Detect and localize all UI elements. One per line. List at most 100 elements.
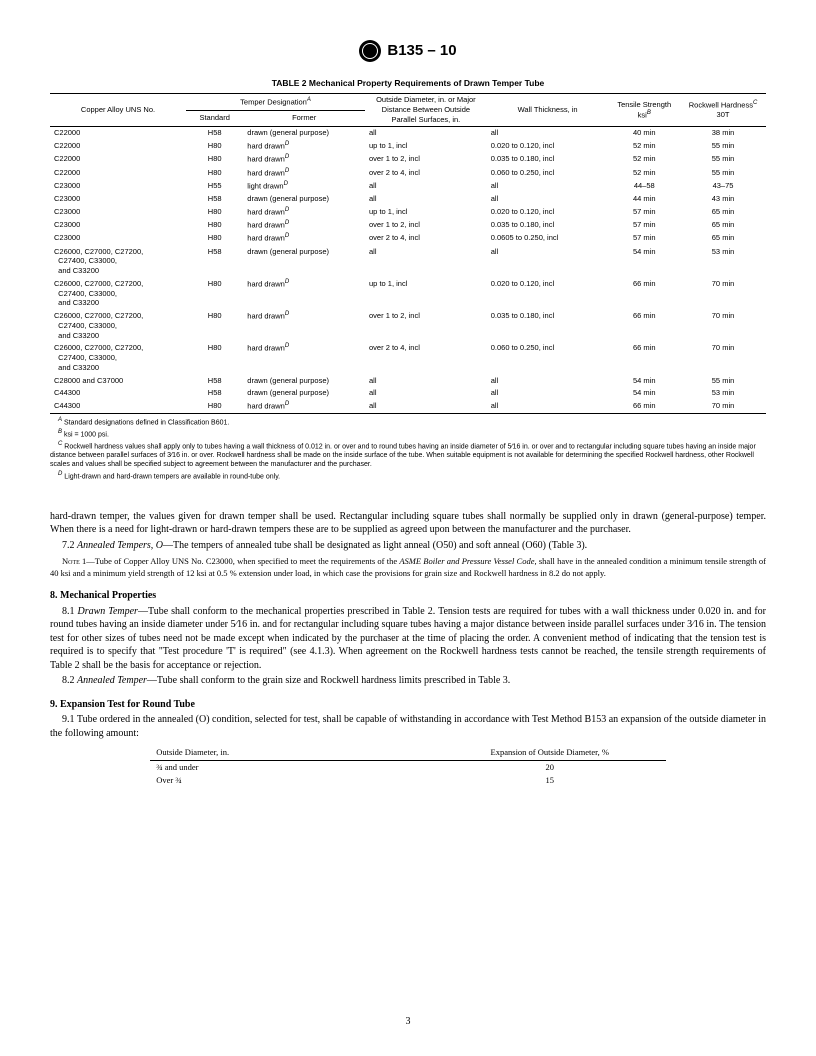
table-row: C23000H55light drawnDallall44–5843–75 [50,179,766,192]
table-cell: ¾ and under [150,760,434,774]
table-cell: 52 min [608,166,680,179]
table-cell: hard drawnD [243,219,365,232]
table-cell: hard drawnD [243,310,365,342]
table-cell: H80 [186,232,243,245]
table-row: C26000, C27000, C27200, C27400, C33000, … [50,245,766,277]
table-cell: 55 min [680,153,766,166]
table-cell: over 1 to 2, incl [365,153,487,166]
table-cell: C23000 [50,232,186,245]
table-cell: H58 [186,387,243,400]
table-cell: 55 min [680,166,766,179]
table-cell: C28000 and C37000 [50,374,186,387]
table-cell: 44 min [608,193,680,206]
table-cell: H58 [186,374,243,387]
table-cell: 0.035 to 0.180, incl [487,219,609,232]
table-cell: 20 [434,760,666,774]
table-cell: 44–58 [608,179,680,192]
table-cell: C22000 [50,153,186,166]
table-cell: 57 min [608,219,680,232]
table-cell: 66 min [608,310,680,342]
table-cell: 15 [434,774,666,787]
table-cell: 54 min [608,387,680,400]
table-row: C26000, C27000, C27200, C27400, C33000, … [50,310,766,342]
astm-logo-icon [359,40,381,62]
exp-col1: Outside Diameter, in. [150,746,434,760]
section-9-title: 9. Expansion Test for Round Tube [50,698,766,712]
table2-footnotes: A Standard designations defined in Class… [50,417,766,482]
table-cell: 70 min [680,342,766,374]
table-cell: 66 min [608,400,680,414]
table-cell: 38 min [680,126,766,139]
table-cell: H80 [186,153,243,166]
table-cell: all [365,245,487,277]
page-header: B135 – 10 [50,40,766,66]
table-cell: hard drawnD [243,153,365,166]
table-cell: 66 min [608,277,680,309]
table-cell: over 2 to 4, incl [365,232,487,245]
table-cell: hard drawnD [243,232,365,245]
table-row: C23000H80hard drawnDover 1 to 2, incl0.0… [50,219,766,232]
table-cell: drawn (general purpose) [243,374,365,387]
table-cell: 70 min [680,277,766,309]
spec-number: B135 – 10 [387,41,456,61]
table-cell: all [487,245,609,277]
table-cell: over 2 to 4, incl [365,342,487,374]
table-cell: all [365,374,487,387]
table-cell: 53 min [680,387,766,400]
section-8-title: 8. Mechanical Properties [50,589,766,603]
table-cell: 0.020 to 0.120, incl [487,277,609,309]
table-cell: 0.020 to 0.120, incl [487,140,609,153]
table-cell: 0.035 to 0.180, incl [487,153,609,166]
table-cell: 65 min [680,219,766,232]
table-cell: all [487,179,609,192]
table-cell: C22000 [50,126,186,139]
table-row: C44300H58drawn (general purpose)allall54… [50,387,766,400]
table-cell: H80 [186,342,243,374]
table-cell: H80 [186,310,243,342]
table2-title: TABLE 2 Mechanical Property Requirements… [50,78,766,89]
table-cell: H80 [186,400,243,414]
table-cell: drawn (general purpose) [243,126,365,139]
table-row: ¾ and under20 [150,760,666,774]
table-cell: 0.035 to 0.180, incl [487,310,609,342]
table-row: Over ¾15 [150,774,666,787]
table-cell: all [365,387,487,400]
table-cell: C26000, C27000, C27200, C27400, C33000, … [50,310,186,342]
para-7-cont: hard-drawn temper, the values given for … [50,510,766,537]
col-alloy: Copper Alloy UNS No. [50,93,186,126]
table-cell: up to 1, incl [365,205,487,218]
table-cell: H80 [186,205,243,218]
table-cell: 70 min [680,400,766,414]
table-cell: H58 [186,245,243,277]
table-cell: hard drawnD [243,277,365,309]
table-cell: 0.060 to 0.250, incl [487,166,609,179]
col-standard: Standard [186,110,243,126]
table-row: C23000H80hard drawnDup to 1, incl0.020 t… [50,205,766,218]
table-cell: up to 1, incl [365,140,487,153]
table-cell: all [365,400,487,414]
table-cell: all [365,179,487,192]
page-number: 3 [0,1015,816,1028]
table-cell: C26000, C27000, C27200, C27400, C33000, … [50,245,186,277]
table-cell: H80 [186,166,243,179]
table-cell: C23000 [50,219,186,232]
col-temper-group: Temper DesignationA [186,93,365,110]
table-cell: 70 min [680,310,766,342]
table-cell: C44300 [50,400,186,414]
table-cell: C23000 [50,179,186,192]
table-cell: all [487,126,609,139]
table-cell: all [487,400,609,414]
table-cell: 55 min [680,140,766,153]
table-cell: hard drawnD [243,342,365,374]
para-8.1: 8.1 Drawn Temper—Tube shall conform to t… [50,605,766,673]
table-cell: C23000 [50,193,186,206]
table-cell: drawn (general purpose) [243,387,365,400]
para-7.2: 7.2 Annealed Tempers, O—The tempers of a… [50,539,766,553]
table-cell: all [487,193,609,206]
table-cell: over 1 to 2, incl [365,219,487,232]
table-cell: all [365,126,487,139]
table-cell: over 2 to 4, incl [365,166,487,179]
table-cell: hard drawnD [243,205,365,218]
table-row: C26000, C27000, C27200, C27400, C33000, … [50,342,766,374]
table-cell: 53 min [680,245,766,277]
